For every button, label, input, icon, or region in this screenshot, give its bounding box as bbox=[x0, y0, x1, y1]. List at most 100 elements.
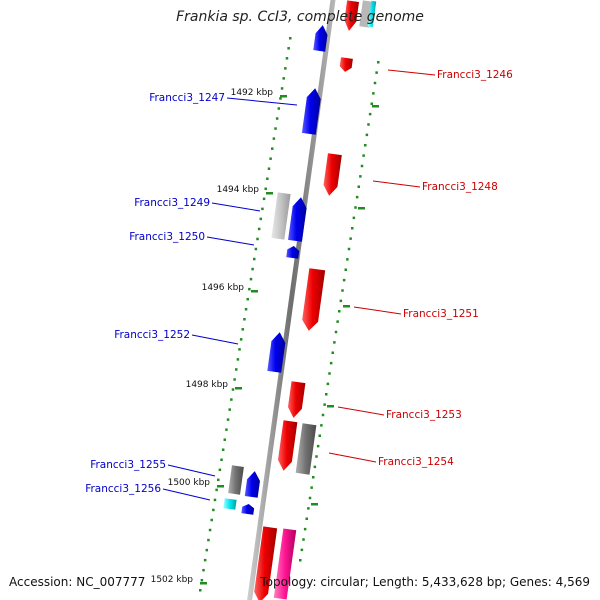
left-tick-dot bbox=[280, 87, 284, 90]
minor-tick bbox=[311, 503, 318, 506]
left-tick-dot bbox=[274, 127, 277, 130]
left-tick-dot bbox=[200, 578, 204, 582]
right-tick-dot bbox=[373, 81, 377, 85]
gene-label: Francci3_1256 bbox=[85, 483, 161, 495]
gene-leader-line bbox=[372, 180, 421, 188]
right-tick-dot bbox=[347, 247, 351, 251]
right-tick-dot bbox=[315, 455, 318, 458]
gene-label: Francci3_1250 bbox=[129, 231, 205, 243]
tick-label: 1496 kbp bbox=[202, 283, 245, 293]
right-tick-dot bbox=[352, 216, 356, 220]
right-tick-dot bbox=[351, 227, 354, 230]
right-tick-dot bbox=[349, 237, 352, 240]
left-tick-dot bbox=[266, 177, 269, 181]
right-tick-dot bbox=[316, 444, 320, 448]
right-tick-dot bbox=[333, 341, 336, 344]
tick-label: 1498 kbp bbox=[186, 380, 229, 390]
left-tick-dot bbox=[275, 117, 279, 120]
tick-label: 1492 kbp bbox=[231, 88, 274, 98]
right-tick-dot bbox=[359, 175, 362, 178]
right-tick-dot bbox=[368, 112, 372, 116]
left-tick-dot bbox=[199, 589, 202, 592]
gene-arrow-reverse bbox=[254, 526, 278, 600]
left-tick-dot bbox=[207, 538, 210, 542]
right-tick-dot bbox=[339, 299, 343, 303]
gene-label: Francci3_1252 bbox=[114, 329, 190, 341]
gene-leader-line bbox=[206, 236, 255, 246]
right-tick-dot bbox=[328, 372, 331, 375]
right-tick-dot bbox=[360, 164, 364, 168]
gene-arrow-forward bbox=[301, 88, 321, 135]
left-tick-dot bbox=[253, 257, 256, 261]
minor-tick bbox=[343, 305, 350, 308]
gene-arrow-reverse bbox=[339, 57, 353, 72]
minor-tick bbox=[372, 105, 379, 108]
left-tick-dot bbox=[257, 227, 261, 231]
left-tick-dot bbox=[284, 67, 287, 70]
left-tick-dot bbox=[230, 398, 233, 401]
gene-arrow-reverse bbox=[344, 0, 360, 31]
major-tick bbox=[235, 387, 242, 390]
gene-label: Francci3_1251 bbox=[403, 308, 479, 320]
left-tick-dot bbox=[256, 237, 259, 241]
gene-arrow-reverse bbox=[323, 153, 342, 196]
gene-label: Francci3_1246 bbox=[437, 69, 513, 81]
right-tick-dot bbox=[334, 330, 338, 334]
gene-box-rrna bbox=[273, 528, 297, 600]
gene-arrow-forward bbox=[244, 471, 260, 498]
gene-leader-line bbox=[387, 69, 436, 76]
gene-leader-line bbox=[191, 334, 239, 345]
left-tick-dot bbox=[251, 267, 254, 271]
major-tick bbox=[280, 95, 287, 98]
left-tick-dot bbox=[264, 187, 267, 191]
left-tick-dot bbox=[267, 167, 271, 170]
right-tick-dot bbox=[357, 185, 360, 188]
right-tick-dot bbox=[367, 123, 370, 126]
left-tick-dot bbox=[285, 57, 289, 60]
backbone-line bbox=[247, 0, 336, 600]
right-tick-dot bbox=[354, 206, 357, 209]
gene-leader-line bbox=[211, 202, 261, 212]
right-tick-dot bbox=[310, 486, 313, 489]
gene-box-pseudo bbox=[295, 423, 317, 475]
right-tick-dot bbox=[375, 71, 378, 74]
right-tick-dot bbox=[338, 310, 341, 313]
gene-box-pseudo bbox=[271, 192, 291, 240]
major-tick bbox=[217, 485, 224, 488]
gene-label: Francci3_1254 bbox=[378, 456, 454, 468]
gene-leader-line bbox=[162, 488, 211, 501]
left-tick-dot bbox=[246, 297, 249, 301]
left-tick-dot bbox=[244, 307, 248, 311]
left-tick-dot bbox=[220, 458, 223, 462]
major-tick bbox=[266, 192, 273, 195]
left-tick-dot bbox=[208, 528, 212, 532]
right-tick-dot bbox=[318, 434, 321, 437]
gene-arrow-reverse bbox=[278, 420, 298, 471]
right-tick-dot bbox=[336, 320, 339, 323]
left-tick-dot bbox=[241, 328, 245, 331]
left-tick-dot bbox=[239, 338, 243, 341]
left-tick-dot bbox=[259, 217, 263, 221]
left-tick-dot bbox=[277, 107, 281, 110]
gene-label: Francci3_1248 bbox=[422, 181, 498, 193]
gene-box-trna bbox=[223, 498, 237, 510]
left-tick-dot bbox=[213, 498, 217, 502]
left-tick-dot bbox=[269, 157, 272, 160]
right-tick-dot bbox=[325, 393, 328, 396]
right-tick-dot bbox=[364, 144, 367, 147]
left-tick-dot bbox=[262, 197, 266, 201]
left-tick-dot bbox=[202, 568, 205, 572]
right-tick-dot bbox=[302, 538, 305, 541]
gene-label: Francci3_1253 bbox=[386, 409, 462, 421]
gene-arrow-forward bbox=[286, 246, 300, 259]
right-tick-dot bbox=[377, 61, 380, 64]
minor-tick bbox=[358, 207, 365, 210]
left-tick-dot bbox=[287, 47, 290, 50]
left-tick-dot bbox=[225, 428, 228, 431]
right-tick-dot bbox=[321, 413, 325, 417]
right-tick-dot bbox=[320, 424, 323, 427]
gene-label: Francci3_1247 bbox=[149, 92, 225, 104]
left-tick-dot bbox=[228, 408, 231, 411]
left-tick-dot bbox=[261, 207, 264, 211]
left-tick-dot bbox=[233, 378, 236, 381]
